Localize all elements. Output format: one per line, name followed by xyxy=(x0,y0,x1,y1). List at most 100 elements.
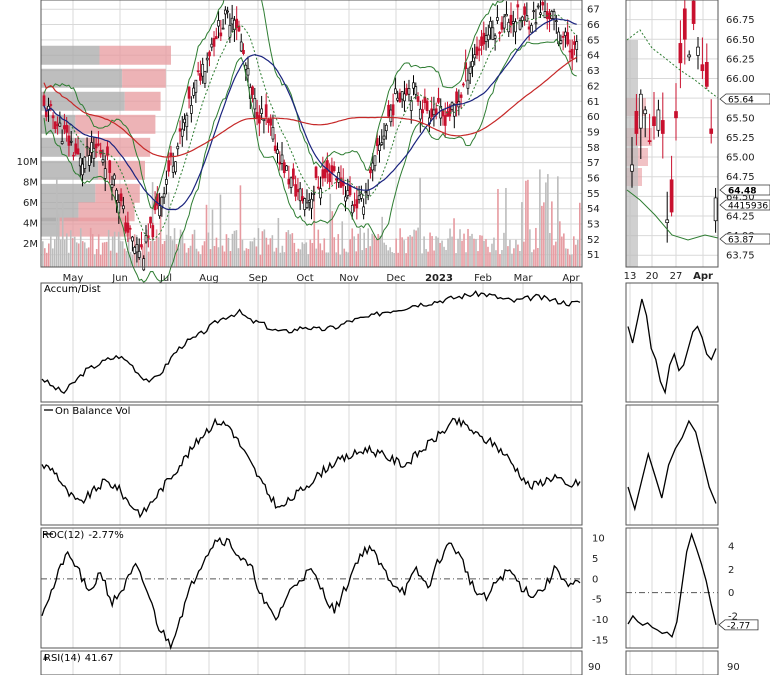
volume-bar xyxy=(335,252,338,267)
volume-bar xyxy=(231,233,234,267)
volume-bar xyxy=(521,202,523,267)
candle-body xyxy=(561,36,565,38)
volume-bar xyxy=(423,236,425,267)
volume-bar xyxy=(323,238,326,267)
volume-bar xyxy=(347,252,350,267)
roc-y-tick-label: 10 xyxy=(592,534,605,545)
volume-bar xyxy=(359,227,362,267)
candle-body xyxy=(480,36,483,46)
candle-body xyxy=(221,27,225,30)
volume-tick-label: 8M xyxy=(23,178,38,189)
candle-body xyxy=(292,168,295,180)
candle-body xyxy=(405,87,409,95)
volume-profile-down-bar xyxy=(122,68,166,88)
price-y-tick-label: 67 xyxy=(587,5,600,16)
volume-bar xyxy=(551,201,553,267)
volume-bar xyxy=(183,243,186,267)
rsi-legend-marker xyxy=(43,654,48,660)
volume-bar xyxy=(115,252,118,267)
volume-bar xyxy=(543,202,545,267)
volume-bar xyxy=(99,254,102,267)
candle-body xyxy=(432,109,436,116)
candle-body xyxy=(566,32,570,45)
volume-bar xyxy=(461,240,463,267)
candle-body xyxy=(525,15,529,22)
volume-bar xyxy=(307,254,310,267)
candle-body xyxy=(570,48,574,59)
volume-bar xyxy=(125,251,128,267)
candle-body xyxy=(443,115,447,126)
sma-value-tag-box xyxy=(719,93,770,105)
volume-bar xyxy=(75,242,78,267)
rsi-panel: 90 90 RSI(14) 41.67 xyxy=(40,650,740,676)
volume-bar xyxy=(549,232,551,267)
candle-body xyxy=(137,250,141,258)
volume-bar xyxy=(509,239,511,267)
volume-bar xyxy=(265,237,268,267)
volume-bar xyxy=(417,227,419,267)
candle-body xyxy=(103,168,107,179)
volume-bar xyxy=(561,236,563,267)
candle-body xyxy=(76,148,80,155)
volume-bar xyxy=(141,246,144,267)
candle-body xyxy=(400,91,404,100)
volume-bar xyxy=(311,242,314,267)
volume-bar xyxy=(279,252,282,267)
volume-bar xyxy=(101,242,104,267)
volume-bar xyxy=(395,238,397,267)
volume-bar xyxy=(71,238,74,267)
candle-body xyxy=(65,124,69,133)
candle-body xyxy=(321,169,325,179)
volume-profile-up-bar xyxy=(41,137,85,157)
candle-body xyxy=(210,43,214,48)
volume-bar xyxy=(201,245,204,267)
volume-bar xyxy=(67,252,70,267)
zoom-candle-body xyxy=(660,120,665,134)
volume-bar xyxy=(579,202,581,267)
bollinger-lower-line xyxy=(43,38,577,283)
candle-body xyxy=(380,142,384,145)
candle-body xyxy=(140,244,143,248)
price-x-tick-label: May xyxy=(63,273,84,284)
volume-bar xyxy=(495,250,497,267)
candle-body xyxy=(335,178,338,181)
volume-bar xyxy=(355,251,358,267)
candle-body xyxy=(568,50,572,53)
candle-body xyxy=(276,149,279,154)
volume-bar xyxy=(261,231,264,267)
volume-bar xyxy=(567,248,569,267)
volume-bar xyxy=(437,237,439,267)
candle-body xyxy=(115,189,118,201)
candle-body xyxy=(409,100,413,111)
volume-bar xyxy=(79,228,82,267)
accum-dist-title: Accum/Dist xyxy=(44,284,101,295)
candle-body xyxy=(119,193,123,202)
volume-bar xyxy=(51,248,54,267)
volume-bar xyxy=(443,246,445,267)
candle-body xyxy=(350,204,354,214)
volume-bar xyxy=(263,229,266,267)
candle-body xyxy=(224,9,227,15)
candle-body xyxy=(280,154,284,164)
volume-bar xyxy=(297,248,300,267)
volume-bar xyxy=(185,252,188,267)
candle-body xyxy=(353,204,356,207)
volume-bar xyxy=(345,251,348,267)
candle-body xyxy=(357,195,361,200)
candle-body xyxy=(112,174,116,180)
candle-body xyxy=(108,160,112,173)
volume-bar xyxy=(209,249,212,267)
candle-body xyxy=(475,46,479,56)
volume-bar xyxy=(447,238,449,267)
candle-body xyxy=(203,71,207,84)
zoom-candle-body xyxy=(669,179,674,213)
volume-bar xyxy=(65,233,68,267)
obv-title: On Balance Vol xyxy=(55,406,130,417)
last-volume-tag-box xyxy=(719,199,770,211)
volume-bar xyxy=(367,228,369,267)
volume-bar xyxy=(493,237,495,267)
candle-body xyxy=(51,115,55,119)
zoom-candle-body xyxy=(696,46,700,56)
volume-bar xyxy=(329,193,332,267)
